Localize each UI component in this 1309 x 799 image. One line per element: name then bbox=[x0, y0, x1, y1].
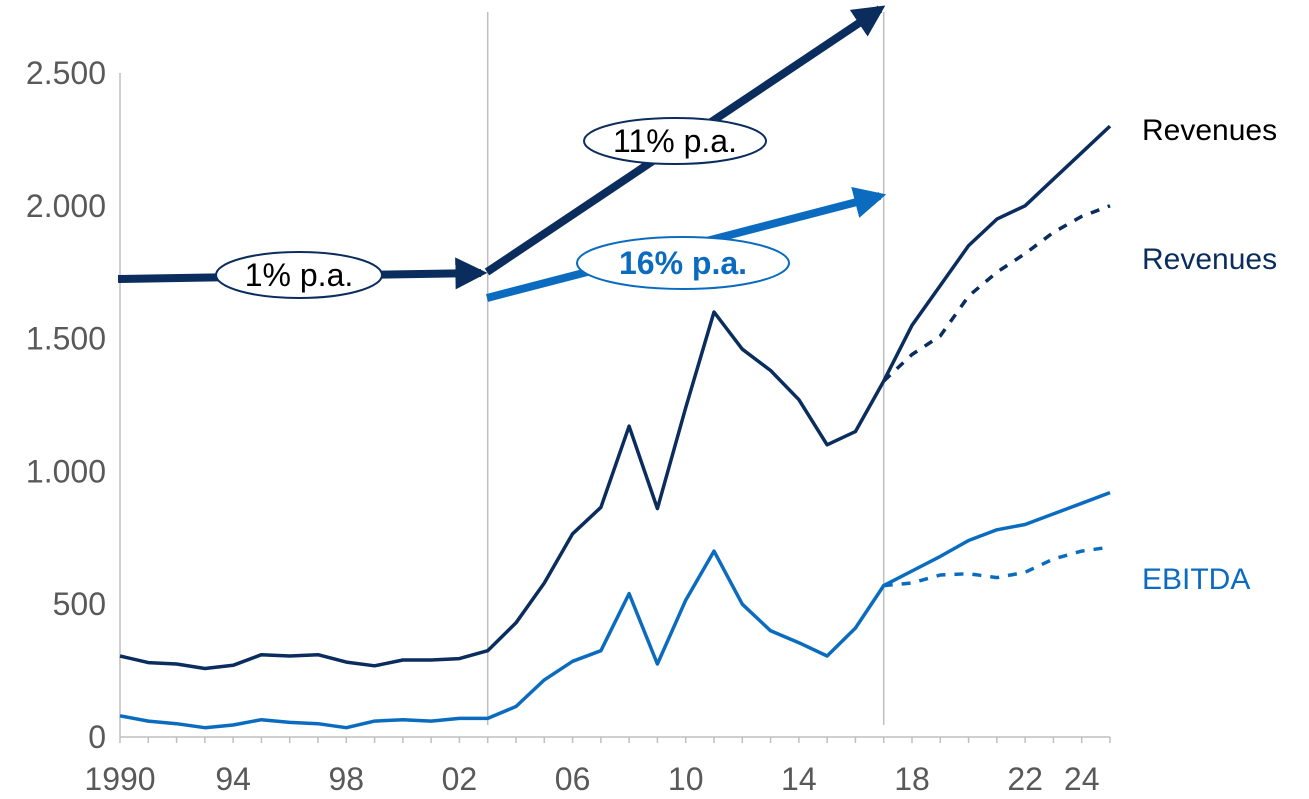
x-tick-label: 02 bbox=[442, 761, 478, 797]
growth-bubble-16pct bbox=[576, 236, 790, 290]
x-tick-label: 98 bbox=[328, 761, 364, 797]
y-tick-label: 2.500 bbox=[26, 55, 106, 91]
growth-label-1pct: 1% p.a. bbox=[245, 257, 354, 293]
y-tick-label: 0 bbox=[88, 719, 106, 755]
x-tick-marks bbox=[119, 737, 1111, 743]
y-tick-label: 500 bbox=[53, 586, 106, 622]
series-line-ebitda-dashed bbox=[883, 545, 1111, 588]
series-line-revenues-solid bbox=[119, 124, 1112, 671]
x-tick-label: 10 bbox=[668, 761, 704, 797]
y-tick-label: 1.000 bbox=[26, 453, 106, 489]
x-tick-label: 18 bbox=[894, 761, 930, 797]
growth-label-16pct: 16% p.a. bbox=[619, 245, 747, 281]
series-lines bbox=[119, 124, 1112, 730]
growth-bubble-1pct bbox=[215, 251, 383, 299]
growth-arrows: 1% p.a. 11% p.a. 16% p.a. bbox=[117, 5, 887, 302]
x-tick-label: 14 bbox=[781, 761, 817, 797]
y-tick-labels: 0 500 1.000 1.500 2.000 2.500 bbox=[26, 55, 106, 755]
y-tick-label: 1.500 bbox=[26, 321, 106, 357]
x-tick-label: 94 bbox=[215, 761, 251, 797]
x-tick-label: 1990 bbox=[84, 761, 155, 797]
x-tick-label: 22 bbox=[1007, 761, 1043, 797]
growth-label-11pct: 11% p.a. bbox=[613, 123, 737, 159]
series-label-revenues-solid: Revenues bbox=[1142, 114, 1277, 147]
x-tick-label: 24 bbox=[1064, 761, 1100, 797]
x-tick-labels: 1990 94 98 02 06 10 14 18 22 24 bbox=[84, 761, 1099, 797]
series-label-ebitda: EBITDA bbox=[1142, 563, 1250, 596]
series-line-ebitda-solid bbox=[119, 490, 1111, 730]
x-tick-label: 06 bbox=[555, 761, 591, 797]
series-line-revenues-dashed bbox=[882, 204, 1111, 383]
y-tick-label: 2.000 bbox=[26, 188, 106, 224]
series-label-revenues-dashed: Revenues bbox=[1142, 243, 1277, 276]
series-labels: Revenues Revenues EBITDA bbox=[1142, 114, 1277, 596]
growth-bubble-11pct bbox=[583, 117, 767, 165]
period-divider-lines bbox=[486, 12, 885, 725]
